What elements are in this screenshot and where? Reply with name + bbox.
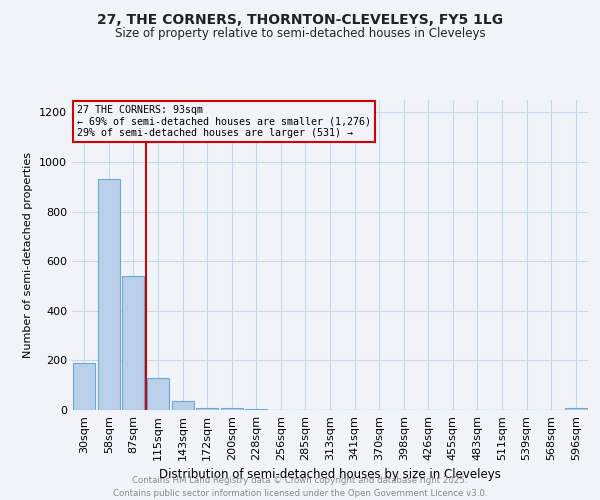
Bar: [221, 408, 243, 410]
Text: 27 THE CORNERS: 93sqm
← 69% of semi-detached houses are smaller (1,276)
29% of s: 27 THE CORNERS: 93sqm ← 69% of semi-deta…: [77, 104, 371, 138]
Y-axis label: Number of semi-detached properties: Number of semi-detached properties: [23, 152, 34, 358]
Bar: [565, 408, 587, 410]
Text: 27, THE CORNERS, THORNTON-CLEVELEYS, FY5 1LG: 27, THE CORNERS, THORNTON-CLEVELEYS, FY5…: [97, 12, 503, 26]
Bar: [172, 402, 194, 410]
Bar: [98, 180, 120, 410]
Text: Size of property relative to semi-detached houses in Cleveleys: Size of property relative to semi-detach…: [115, 28, 485, 40]
Bar: [245, 409, 268, 410]
Bar: [147, 378, 169, 410]
Bar: [73, 363, 95, 410]
X-axis label: Distribution of semi-detached houses by size in Cleveleys: Distribution of semi-detached houses by …: [159, 468, 501, 481]
Bar: [196, 408, 218, 410]
Text: Contains HM Land Registry data © Crown copyright and database right 2025.
Contai: Contains HM Land Registry data © Crown c…: [113, 476, 487, 498]
Bar: [122, 276, 145, 410]
